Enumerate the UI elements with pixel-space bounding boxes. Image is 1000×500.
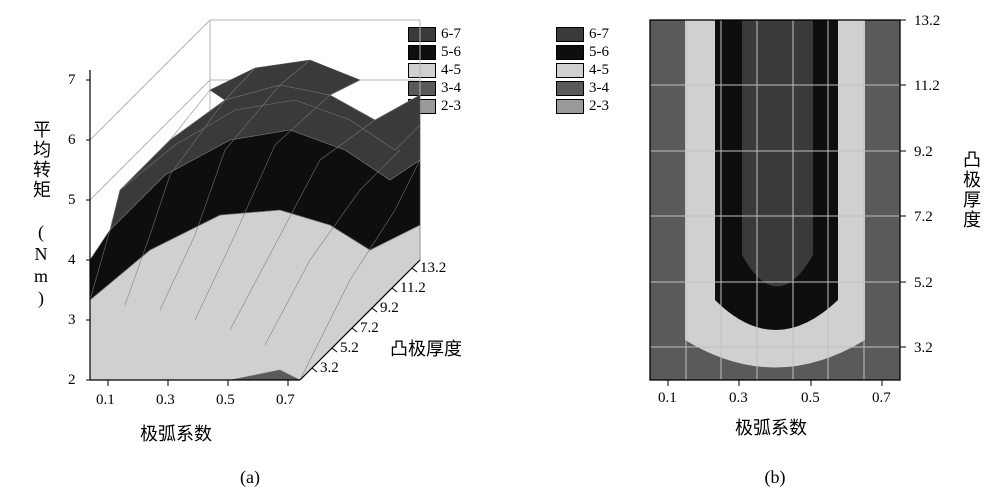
y-tick: 5.2 [914,275,933,292]
surface-3d-svg [0,0,520,440]
z-axis-label: 平均转矩 (Nm) [28,120,54,310]
x-axis-label: 极弧系数 [735,414,807,440]
y-tick: 3.2 [320,360,339,377]
y-tick: 5.2 [340,340,359,357]
y-axis-label: 凸极厚度 [390,335,462,361]
x-tick: 0.1 [96,392,115,409]
y-tick: 7.2 [914,209,933,226]
y-tick: 9.2 [914,144,933,161]
z-tick: 6 [68,132,76,149]
x-tick: 0.5 [801,390,820,407]
y-tick: 11.2 [400,280,426,297]
x-tick: 0.7 [276,392,295,409]
z-tick: 2 [68,372,76,389]
panel-b-contour: 6-7 5-6 4-5 3-4 2-3 [520,0,1000,500]
x-tick: 0.7 [872,390,891,407]
x-tick: 0.3 [156,392,175,409]
x-tick: 0.3 [729,390,748,407]
y-tick: 13.2 [420,260,446,277]
y-tick: 11.2 [914,78,940,95]
z-tick: 7 [68,72,76,89]
y-tick: 9.2 [380,300,399,317]
z-tick: 5 [68,192,76,209]
y-tick: 3.2 [914,340,933,357]
y-tick: 13.2 [914,13,940,30]
x-tick: 0.1 [658,390,677,407]
y-tick: 7.2 [360,320,379,337]
z-tick: 4 [68,252,76,269]
caption-b: (b) [765,467,786,488]
caption-a: (a) [240,467,260,488]
z-tick: 3 [68,312,76,329]
panel-a-3d-surface: 6-7 5-6 4-5 3-4 2-3 [0,0,520,500]
x-axis-label: 极弧系数 [140,420,212,446]
x-tick: 0.5 [216,392,235,409]
y-axis-label: 凸极厚度 [958,150,984,230]
